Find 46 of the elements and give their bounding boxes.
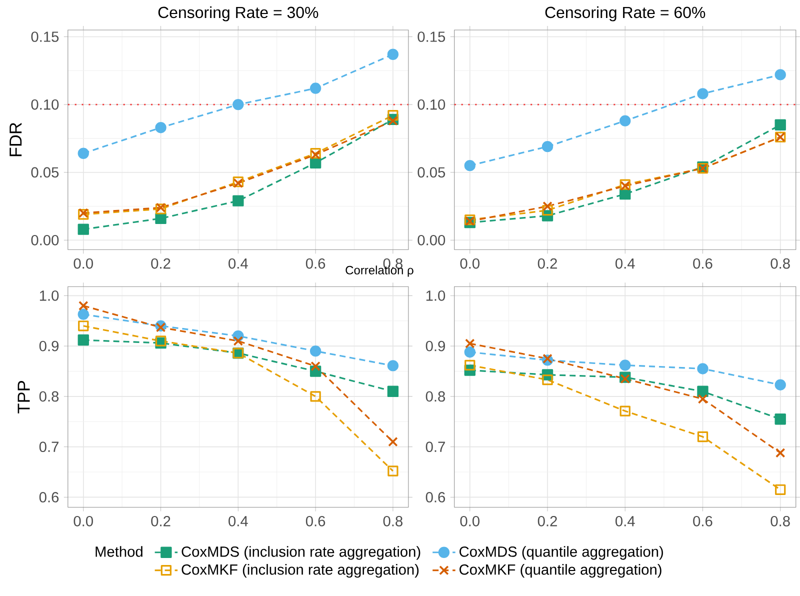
y-tick-label: 0.10 bbox=[418, 99, 446, 110]
y-tick-label: 0.05 bbox=[31, 167, 59, 178]
x-tick-label: 0.8 bbox=[770, 258, 790, 269]
x-tick-label: 0.0 bbox=[74, 516, 93, 526]
legend-label: CoxMKF (inclusion rate aggregation) bbox=[182, 564, 419, 578]
y-tick-label: 0.6 bbox=[426, 492, 446, 502]
y-tick-label: 0.7 bbox=[426, 442, 445, 452]
x-tick-label: 0.2 bbox=[538, 258, 557, 269]
x-tick-label: 0.0 bbox=[74, 258, 93, 269]
x-tick-label: 0.6 bbox=[693, 258, 712, 269]
y-tick-label: 0.9 bbox=[426, 340, 445, 352]
x-tick-label: 0.4 bbox=[616, 516, 635, 526]
y-tick-label: 0.6 bbox=[39, 492, 59, 502]
x-tick-label: 0.2 bbox=[151, 258, 170, 269]
y-tick-label: 0.15 bbox=[31, 31, 59, 42]
x-tick-label: 0.0 bbox=[460, 258, 480, 269]
y-tick-label: 0.7 bbox=[39, 442, 58, 452]
y-tick-label: 0.10 bbox=[31, 99, 59, 110]
x-tick-label: 0.2 bbox=[538, 516, 557, 526]
x-tick-label: 0.8 bbox=[383, 516, 402, 526]
chart-title: Censoring Rate = 30% bbox=[158, 6, 318, 22]
y-tick-label: 0.00 bbox=[31, 234, 59, 246]
legend-title: Method bbox=[96, 546, 142, 557]
chart-title: Censoring Rate = 60% bbox=[545, 6, 706, 22]
x-tick-label: 0.8 bbox=[770, 516, 790, 526]
x-tick-label: 0.0 bbox=[460, 516, 480, 526]
x-tick-label: 0.6 bbox=[693, 516, 712, 526]
y-tick-label: 0.9 bbox=[39, 340, 59, 352]
y-tick-label: 1.0 bbox=[426, 290, 446, 301]
y-tick-label: 1.0 bbox=[40, 290, 59, 301]
y-tick-label: 0.15 bbox=[418, 31, 446, 42]
y-axis-title: TPP bbox=[18, 380, 30, 414]
x-tick-label: 0.4 bbox=[616, 258, 635, 269]
x-tick-label: 0.2 bbox=[151, 516, 170, 526]
x-tick-label: 0.4 bbox=[228, 258, 248, 269]
legend-label: CoxMDS (inclusion rate aggregation) bbox=[182, 546, 420, 560]
y-tick-label: 0.00 bbox=[418, 234, 446, 246]
x-tick-label: 0.6 bbox=[306, 516, 326, 526]
x-tick-label: 0.6 bbox=[306, 258, 326, 269]
legend-label: CoxMKF (quantile aggregation) bbox=[460, 564, 662, 578]
x-tick-label: 0.4 bbox=[228, 516, 248, 526]
y-tick-label: 0.8 bbox=[39, 391, 59, 402]
y-tick-label: 0.05 bbox=[418, 167, 446, 178]
legend-label: CoxMDS (quantile aggregation) bbox=[460, 546, 663, 560]
y-tick-label: 0.8 bbox=[426, 391, 446, 402]
y-axis-title: FDR bbox=[10, 122, 22, 156]
